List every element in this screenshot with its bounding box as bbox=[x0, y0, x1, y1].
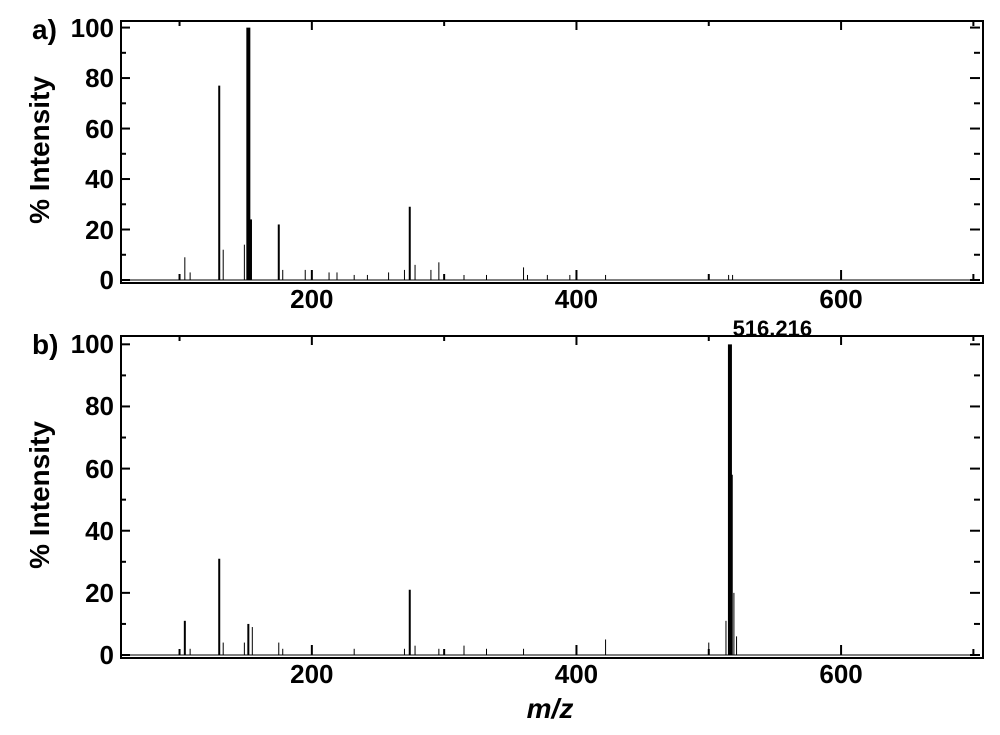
panel-b: b) 200 400 600 0 20 40 60 80 100 % Intensity 516.21… bbox=[0, 0, 1000, 735]
x-tick-label: 600 bbox=[801, 659, 881, 690]
panel-tag: b) bbox=[32, 329, 58, 361]
y-tick-label: 60 bbox=[58, 454, 114, 485]
y-tick-label: 0 bbox=[58, 640, 114, 671]
y-axis-label: % Intensity bbox=[24, 415, 56, 575]
figure: a)200400600020406080100% Intensityb)2004… bbox=[0, 0, 1000, 735]
y-tick-label: 80 bbox=[58, 391, 114, 422]
y-tick-label: 40 bbox=[58, 516, 114, 547]
x-tick-label: 200 bbox=[272, 659, 352, 690]
y-tick-label: 20 bbox=[58, 578, 114, 609]
x-tick-label: 400 bbox=[536, 659, 616, 690]
y-tick-label: 100 bbox=[58, 329, 114, 360]
plot-svg bbox=[106, 321, 994, 669]
peak-annotation: 516.216 bbox=[733, 316, 813, 342]
x-axis-label: m/z bbox=[490, 693, 610, 725]
